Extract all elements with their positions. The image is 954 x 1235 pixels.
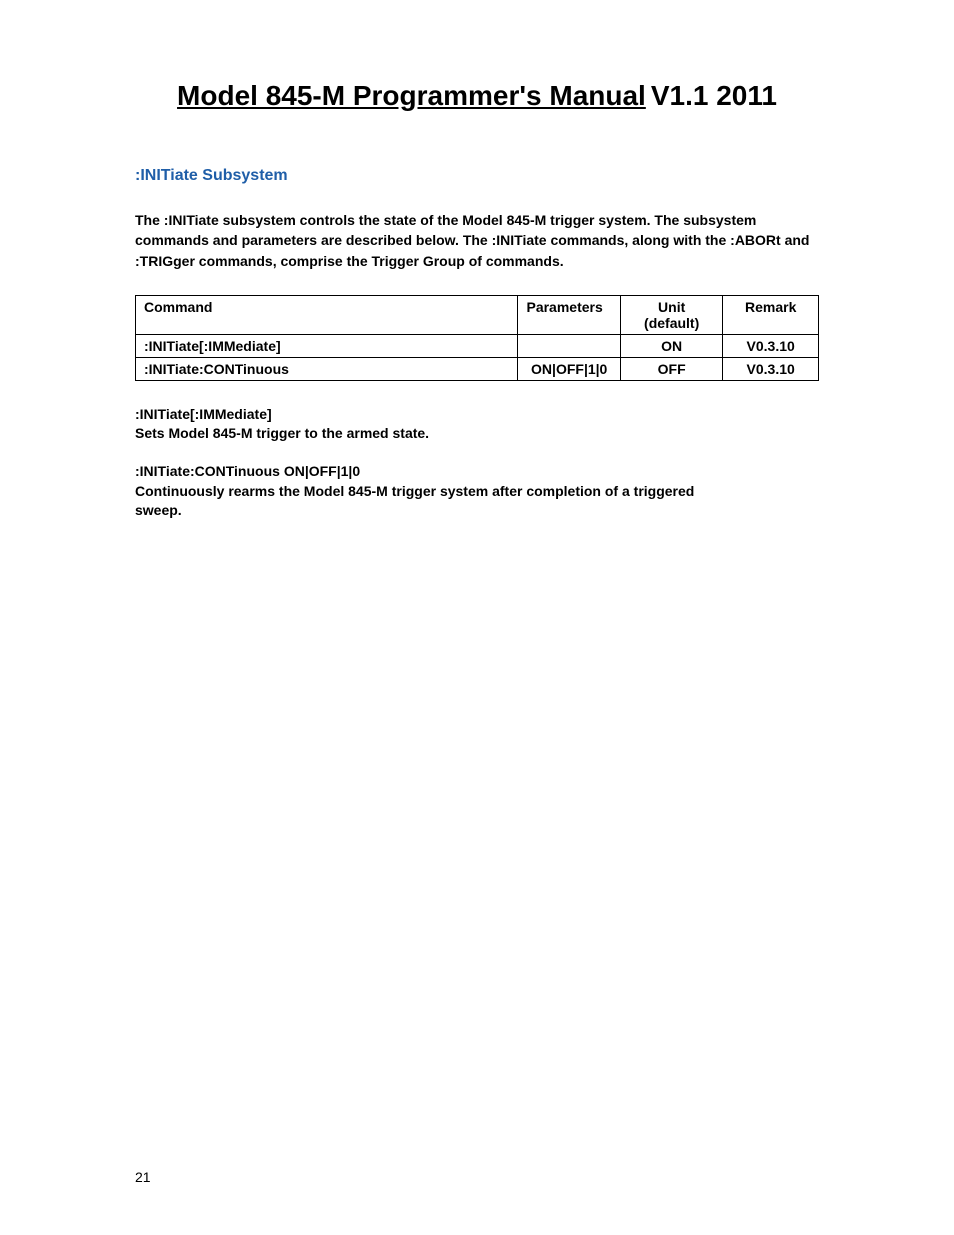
th-unit-line2: (default) xyxy=(644,315,699,331)
table-header-row: Command Parameters Unit (default) Remark xyxy=(136,295,819,334)
th-parameters: Parameters xyxy=(518,295,620,334)
page-header: Model 845-M Programmer's ManualV1.1 2011 xyxy=(135,80,819,112)
description-body: Sets Model 845-M trigger to the armed st… xyxy=(135,424,695,444)
cell-command: :INITiate[:IMMediate] xyxy=(136,334,518,357)
th-unit-line1: Unit xyxy=(658,299,685,315)
page-title: Model 845-M Programmer's ManualV1.1 2011 xyxy=(135,80,819,112)
description-block: :INITiate[:IMMediate] Sets Model 845-M t… xyxy=(135,405,695,444)
section-heading: :INITiate Subsystem xyxy=(135,167,819,185)
description-title: :INITiate:CONTinuous ON|OFF|1|0 xyxy=(135,462,695,482)
cell-unit: ON xyxy=(620,334,722,357)
cell-parameters: ON|OFF|1|0 xyxy=(518,357,620,380)
th-command: Command xyxy=(136,295,518,334)
cell-parameters xyxy=(518,334,620,357)
th-unit: Unit (default) xyxy=(620,295,722,334)
description-title: :INITiate[:IMMediate] xyxy=(135,405,695,425)
cell-unit: OFF xyxy=(620,357,722,380)
title-main: Model 845-M Programmer's Manual xyxy=(177,80,646,111)
cell-remark: V0.3.10 xyxy=(723,334,819,357)
description-body: Continuously rearms the Model 845-M trig… xyxy=(135,482,695,521)
intro-paragraph: The :INITiate subsystem controls the sta… xyxy=(135,210,819,271)
table-row: :INITiate[:IMMediate] ON V0.3.10 xyxy=(136,334,819,357)
title-version: V1.1 2011 xyxy=(651,80,777,111)
th-remark: Remark xyxy=(723,295,819,334)
cell-remark: V0.3.10 xyxy=(723,357,819,380)
page-number: 21 xyxy=(135,1169,151,1185)
table-row: :INITiate:CONTinuous ON|OFF|1|0 OFF V0.3… xyxy=(136,357,819,380)
description-block: :INITiate:CONTinuous ON|OFF|1|0 Continuo… xyxy=(135,462,695,521)
command-table: Command Parameters Unit (default) Remark… xyxy=(135,295,819,381)
cell-command: :INITiate:CONTinuous xyxy=(136,357,518,380)
